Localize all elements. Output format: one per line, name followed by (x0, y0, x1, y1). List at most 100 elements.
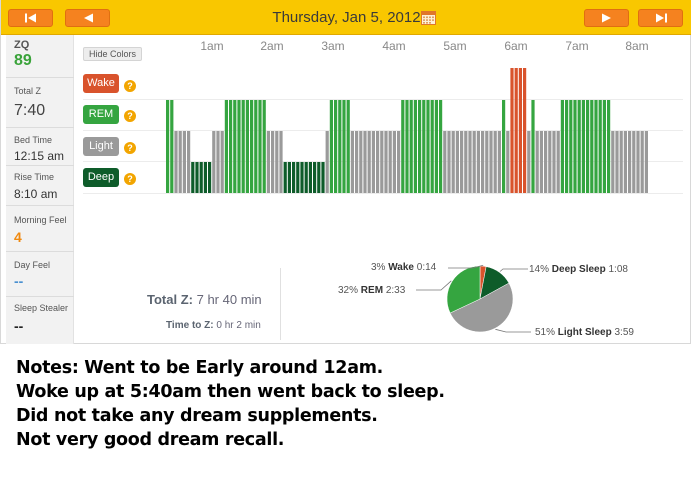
day-feel-value: -- (14, 273, 24, 289)
note-line: Woke up at 5:40am then went back to slee… (16, 382, 445, 402)
hypnogram-bar-rem (581, 100, 585, 193)
hypnogram-bar-light (460, 131, 464, 193)
hypnogram-bar-wake (523, 68, 527, 193)
hypnogram-bar-light (485, 131, 489, 193)
stat-day-feel: Day Feel -- (6, 252, 74, 297)
total-z-summary: Total Z: 7 hr 40 min (147, 292, 262, 307)
next-day-button[interactable] (584, 9, 629, 27)
help-icon[interactable]: ? (124, 110, 136, 122)
stat-bed-time: Bed Time 12:15 am (6, 128, 74, 166)
row-divider (83, 99, 683, 100)
hypnogram-bar-rem (590, 100, 594, 193)
pie-label-wake: 3% Wake 0:14 (371, 262, 437, 273)
hypnogram-bar-deep (208, 162, 212, 193)
morning-feel-value: 4 (14, 229, 22, 245)
help-icon[interactable]: ? (124, 173, 136, 185)
hypnogram-bar-light (397, 131, 401, 193)
hour-label: 7am (565, 39, 589, 53)
hypnogram-bar-rem (598, 100, 602, 193)
stat-rise-time: Rise Time 8:10 am (6, 166, 74, 206)
stage-tag-rem: REM (83, 105, 119, 124)
pie-label-light-sleep: 51% Light Sleep 3:59 (535, 327, 634, 338)
hypnogram-bar-light (632, 131, 636, 193)
hypnogram-bar-rem (233, 100, 237, 193)
hypnogram-bar-light (489, 131, 493, 193)
arrow-right-icon (601, 13, 611, 23)
help-icon[interactable]: ? (124, 80, 136, 92)
stage-tag-light: Light (83, 137, 119, 156)
last-day-button[interactable] (638, 9, 683, 27)
hypnogram-bar-deep (199, 162, 203, 193)
hypnogram-bar-rem (565, 100, 569, 193)
hypnogram-bar-rem (401, 100, 405, 193)
hypnogram-bar-light (535, 131, 539, 193)
skip-back-icon (24, 13, 36, 23)
hypnogram-bar-wake (518, 68, 522, 193)
hypnogram-bar-light (279, 131, 283, 193)
hypnogram-bar-rem (502, 100, 506, 193)
hypnogram-bar-light (556, 131, 560, 193)
hypnogram-bar-rem (577, 100, 581, 193)
hypnogram-bar-deep (287, 162, 291, 193)
hypnogram-bar-light (476, 131, 480, 193)
hour-label: 2am (260, 39, 284, 53)
hypnogram-bar-rem (262, 100, 266, 193)
pie-leader-line (416, 280, 452, 291)
hypnogram-bar-deep (195, 162, 199, 193)
hypnogram-bar-light (611, 131, 615, 193)
hypnogram-bar-rem (405, 100, 409, 193)
hypnogram-bar-light (451, 131, 455, 193)
hypnogram-bar-light (455, 131, 459, 193)
hypnogram-bar-rem (170, 100, 174, 193)
hour-label: 1am (200, 39, 224, 53)
help-icon[interactable]: ? (124, 142, 136, 154)
stage-tag-wake: Wake (83, 74, 119, 93)
hypnogram-bar-light (174, 131, 178, 193)
hour-label: 8am (625, 39, 649, 53)
note-line: Not very good dream recall. (16, 430, 285, 450)
hypnogram-bar-light (371, 131, 375, 193)
hypnogram-bar-rem (430, 100, 434, 193)
hypnogram-bar-light (187, 131, 191, 193)
hypnogram-bar-light (376, 131, 380, 193)
hypnogram-bar-deep (304, 162, 308, 193)
hypnogram-bar-light (212, 131, 216, 193)
calendar-icon[interactable] (421, 11, 436, 25)
pie-leader-line (448, 264, 484, 269)
hypnogram-bar-rem (439, 100, 443, 193)
hypnogram-bar-light (552, 131, 556, 193)
stat-label: ZQ (14, 39, 30, 51)
hypnogram-bar-light (628, 131, 632, 193)
sleep-breakdown-pie (416, 264, 531, 333)
pie-slice-light-sleep (449, 282, 514, 333)
hypnogram-bar-light (615, 131, 619, 193)
previous-day-button[interactable] (65, 9, 110, 27)
hypnogram-bar-light (640, 131, 644, 193)
hypnogram-bar-light (275, 131, 279, 193)
total-z-label: Total Z: (147, 292, 193, 307)
stat-label: Rise Time (14, 172, 55, 182)
stat-label: Sleep Stealer (14, 303, 69, 313)
pie-leader-line (495, 328, 531, 333)
row-divider (83, 193, 683, 194)
stat-zq: ZQ 89 (6, 35, 74, 78)
time-to-z-label: Time to Z: (166, 320, 214, 331)
hypnogram-bar-rem (334, 100, 338, 193)
hypnogram-bar-rem (258, 100, 262, 193)
hypnogram-bar-rem (569, 100, 573, 193)
hypnogram-bar-deep (300, 162, 304, 193)
hypnogram-bar-light (539, 131, 543, 193)
bed-time-value: 12:15 am (14, 149, 65, 163)
hypnogram-bar-deep (313, 162, 317, 193)
skip-forward-icon (655, 13, 667, 23)
hypnogram-bar-light (220, 131, 224, 193)
hour-label: 6am (504, 39, 528, 53)
hypnogram-bar-light (363, 131, 367, 193)
first-day-button[interactable] (8, 9, 53, 27)
pie-label-rem: 32% REM 2:33 (338, 285, 406, 296)
note-line: Did not take any dream supplements. (16, 406, 378, 426)
hide-colors-button[interactable]: Hide Colors (83, 47, 143, 61)
hypnogram-bar-light (468, 131, 472, 193)
hypnogram-bar-light (178, 131, 182, 193)
hypnogram-bar-light (619, 131, 623, 193)
